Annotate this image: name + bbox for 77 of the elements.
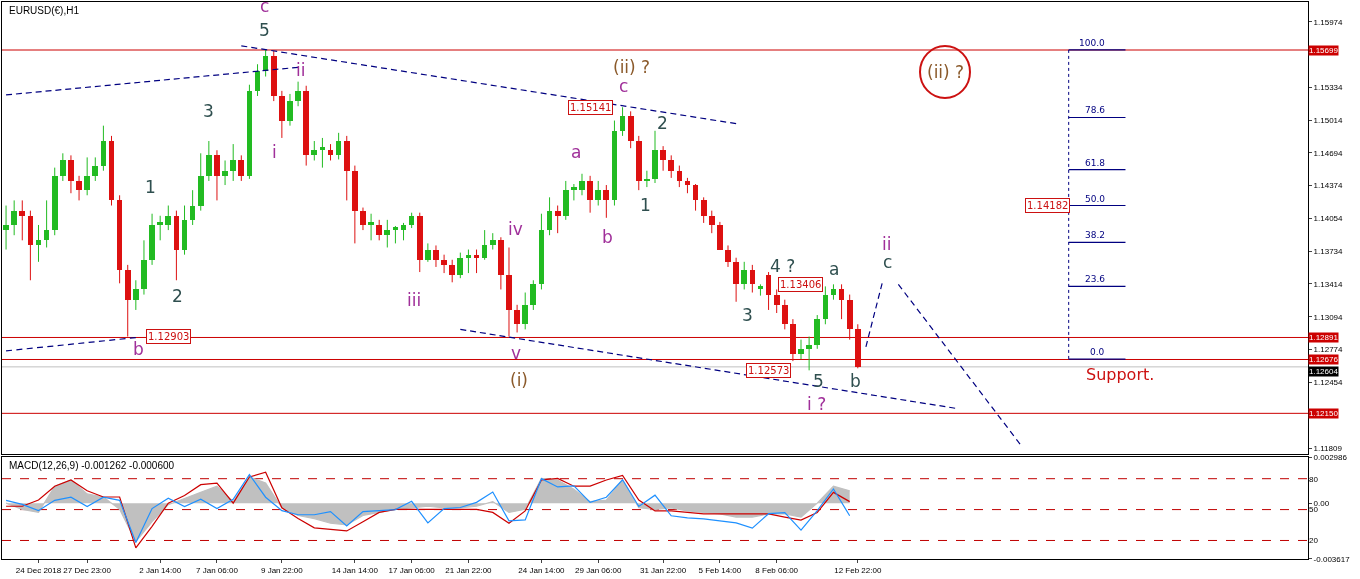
x-tick-label: 24 Jan 14:00 — [518, 565, 566, 575]
y-tick-label: 1.14374 — [1313, 181, 1344, 191]
annotation: i ? — [807, 394, 827, 414]
y-tick-label: 1.12774 — [1313, 345, 1344, 355]
x-tick-label: 24 Dec 2018 — [15, 565, 62, 575]
annotation: 5 — [259, 20, 270, 40]
y-tick-label: 1.15974 — [1313, 17, 1344, 27]
annotation: b — [133, 339, 144, 359]
x-tick-label: 31 Jan 22:00 — [639, 565, 687, 575]
annotation: iii — [407, 290, 422, 310]
x-tick-label: 21 Jan 22:00 — [445, 565, 493, 575]
chart-title: MACD(12,26,9) -0.001262 -0.000600 — [9, 460, 175, 471]
annotation: a — [571, 142, 582, 162]
y-tick-label: 1.15014 — [1313, 115, 1344, 125]
annotation: 78.6 — [1085, 105, 1106, 115]
ref-line-label: 1.12150 — [1309, 409, 1339, 418]
annotation: 0.0 — [1090, 347, 1105, 357]
annotation: iv — [508, 219, 523, 239]
annotation: b — [602, 227, 613, 247]
x-tick-label: 7 Jan 06:00 — [196, 565, 239, 575]
annotation: 1 — [640, 195, 651, 215]
y-tick-label: 1.12454 — [1313, 378, 1344, 388]
ref-line-label: 1.12891 — [1309, 333, 1339, 342]
ref-line-label: 1.12604 — [1309, 367, 1339, 376]
annotation: (i) — [510, 370, 528, 390]
y-tick-label: 1.14054 — [1313, 214, 1344, 224]
x-tick-label: 17 Jan 06:00 — [388, 565, 436, 575]
annotation: 2 — [172, 286, 183, 306]
annotation: 38.2 — [1085, 230, 1106, 240]
annotation: v — [511, 343, 522, 363]
y-tick-label: -0.003617 — [1313, 554, 1351, 564]
x-tick-label: 9 Jan 22:00 — [260, 565, 304, 575]
annotation: 1.12573 — [748, 365, 790, 376]
x-tick-label: 27 Dec 23:00 — [63, 565, 112, 575]
annotation: 5 — [813, 371, 824, 391]
annotation: 2 — [657, 113, 668, 133]
annotation: c — [619, 76, 629, 96]
annotation: (ii) ? — [613, 57, 651, 77]
annotation: 23.6 — [1085, 274, 1106, 284]
x-tick-label: 5 Feb 14:00 — [698, 565, 742, 575]
ref-line-label: 1.12676 — [1309, 355, 1339, 364]
y-tick-label: 1.14694 — [1313, 148, 1344, 158]
annotation: Support. — [1086, 365, 1155, 384]
y-tick-label: 1.15334 — [1313, 83, 1344, 93]
y2-tick-label: 20 — [1309, 536, 1319, 546]
y-tick-label: 0.002986 — [1313, 452, 1348, 462]
annotation: c — [883, 252, 893, 272]
annotation: 3 — [203, 101, 214, 121]
y-tick-label: 1.11809 — [1313, 444, 1343, 454]
annotation: 1.13406 — [780, 279, 822, 290]
x-tick-label: 2 Jan 14:00 — [139, 565, 182, 575]
x-tick-label: 12 Feb 22:00 — [834, 565, 882, 575]
y2-tick-label: 80 — [1309, 474, 1319, 484]
annotation: 61.8 — [1085, 158, 1106, 168]
annotation: 4 ? — [770, 256, 796, 276]
annotation: 100.0 — [1079, 38, 1106, 48]
x-tick-label: 29 Jan 06:00 — [575, 565, 622, 575]
y-tick-label: 1.13414 — [1313, 279, 1344, 289]
annotation: b — [850, 371, 861, 391]
annotation: 1.12903 — [148, 331, 190, 342]
chart-title: EURUSD(€),H1 — [9, 5, 80, 16]
y-tick-label: 1.13094 — [1313, 312, 1344, 322]
annotation: 3 — [742, 305, 753, 325]
annotation: c — [260, 0, 270, 16]
annotation: 1.15141 — [570, 102, 612, 113]
x-tick-label: 8 Feb 06:00 — [755, 565, 799, 575]
annotation: a — [829, 259, 840, 279]
y-tick-label: 1.13734 — [1313, 246, 1344, 256]
annotation: ii — [296, 60, 306, 80]
annotation: ii — [882, 234, 892, 254]
annotation: 1 — [145, 177, 156, 197]
x-tick-label: 14 Jan 14:00 — [331, 565, 379, 575]
annotation: i — [272, 142, 277, 162]
ref-line-label: 1.15699 — [1309, 46, 1339, 55]
annotation: 1.14182 — [1027, 200, 1069, 211]
annotation: 50.0 — [1085, 194, 1106, 204]
annotation: (ii) ? — [927, 62, 965, 82]
